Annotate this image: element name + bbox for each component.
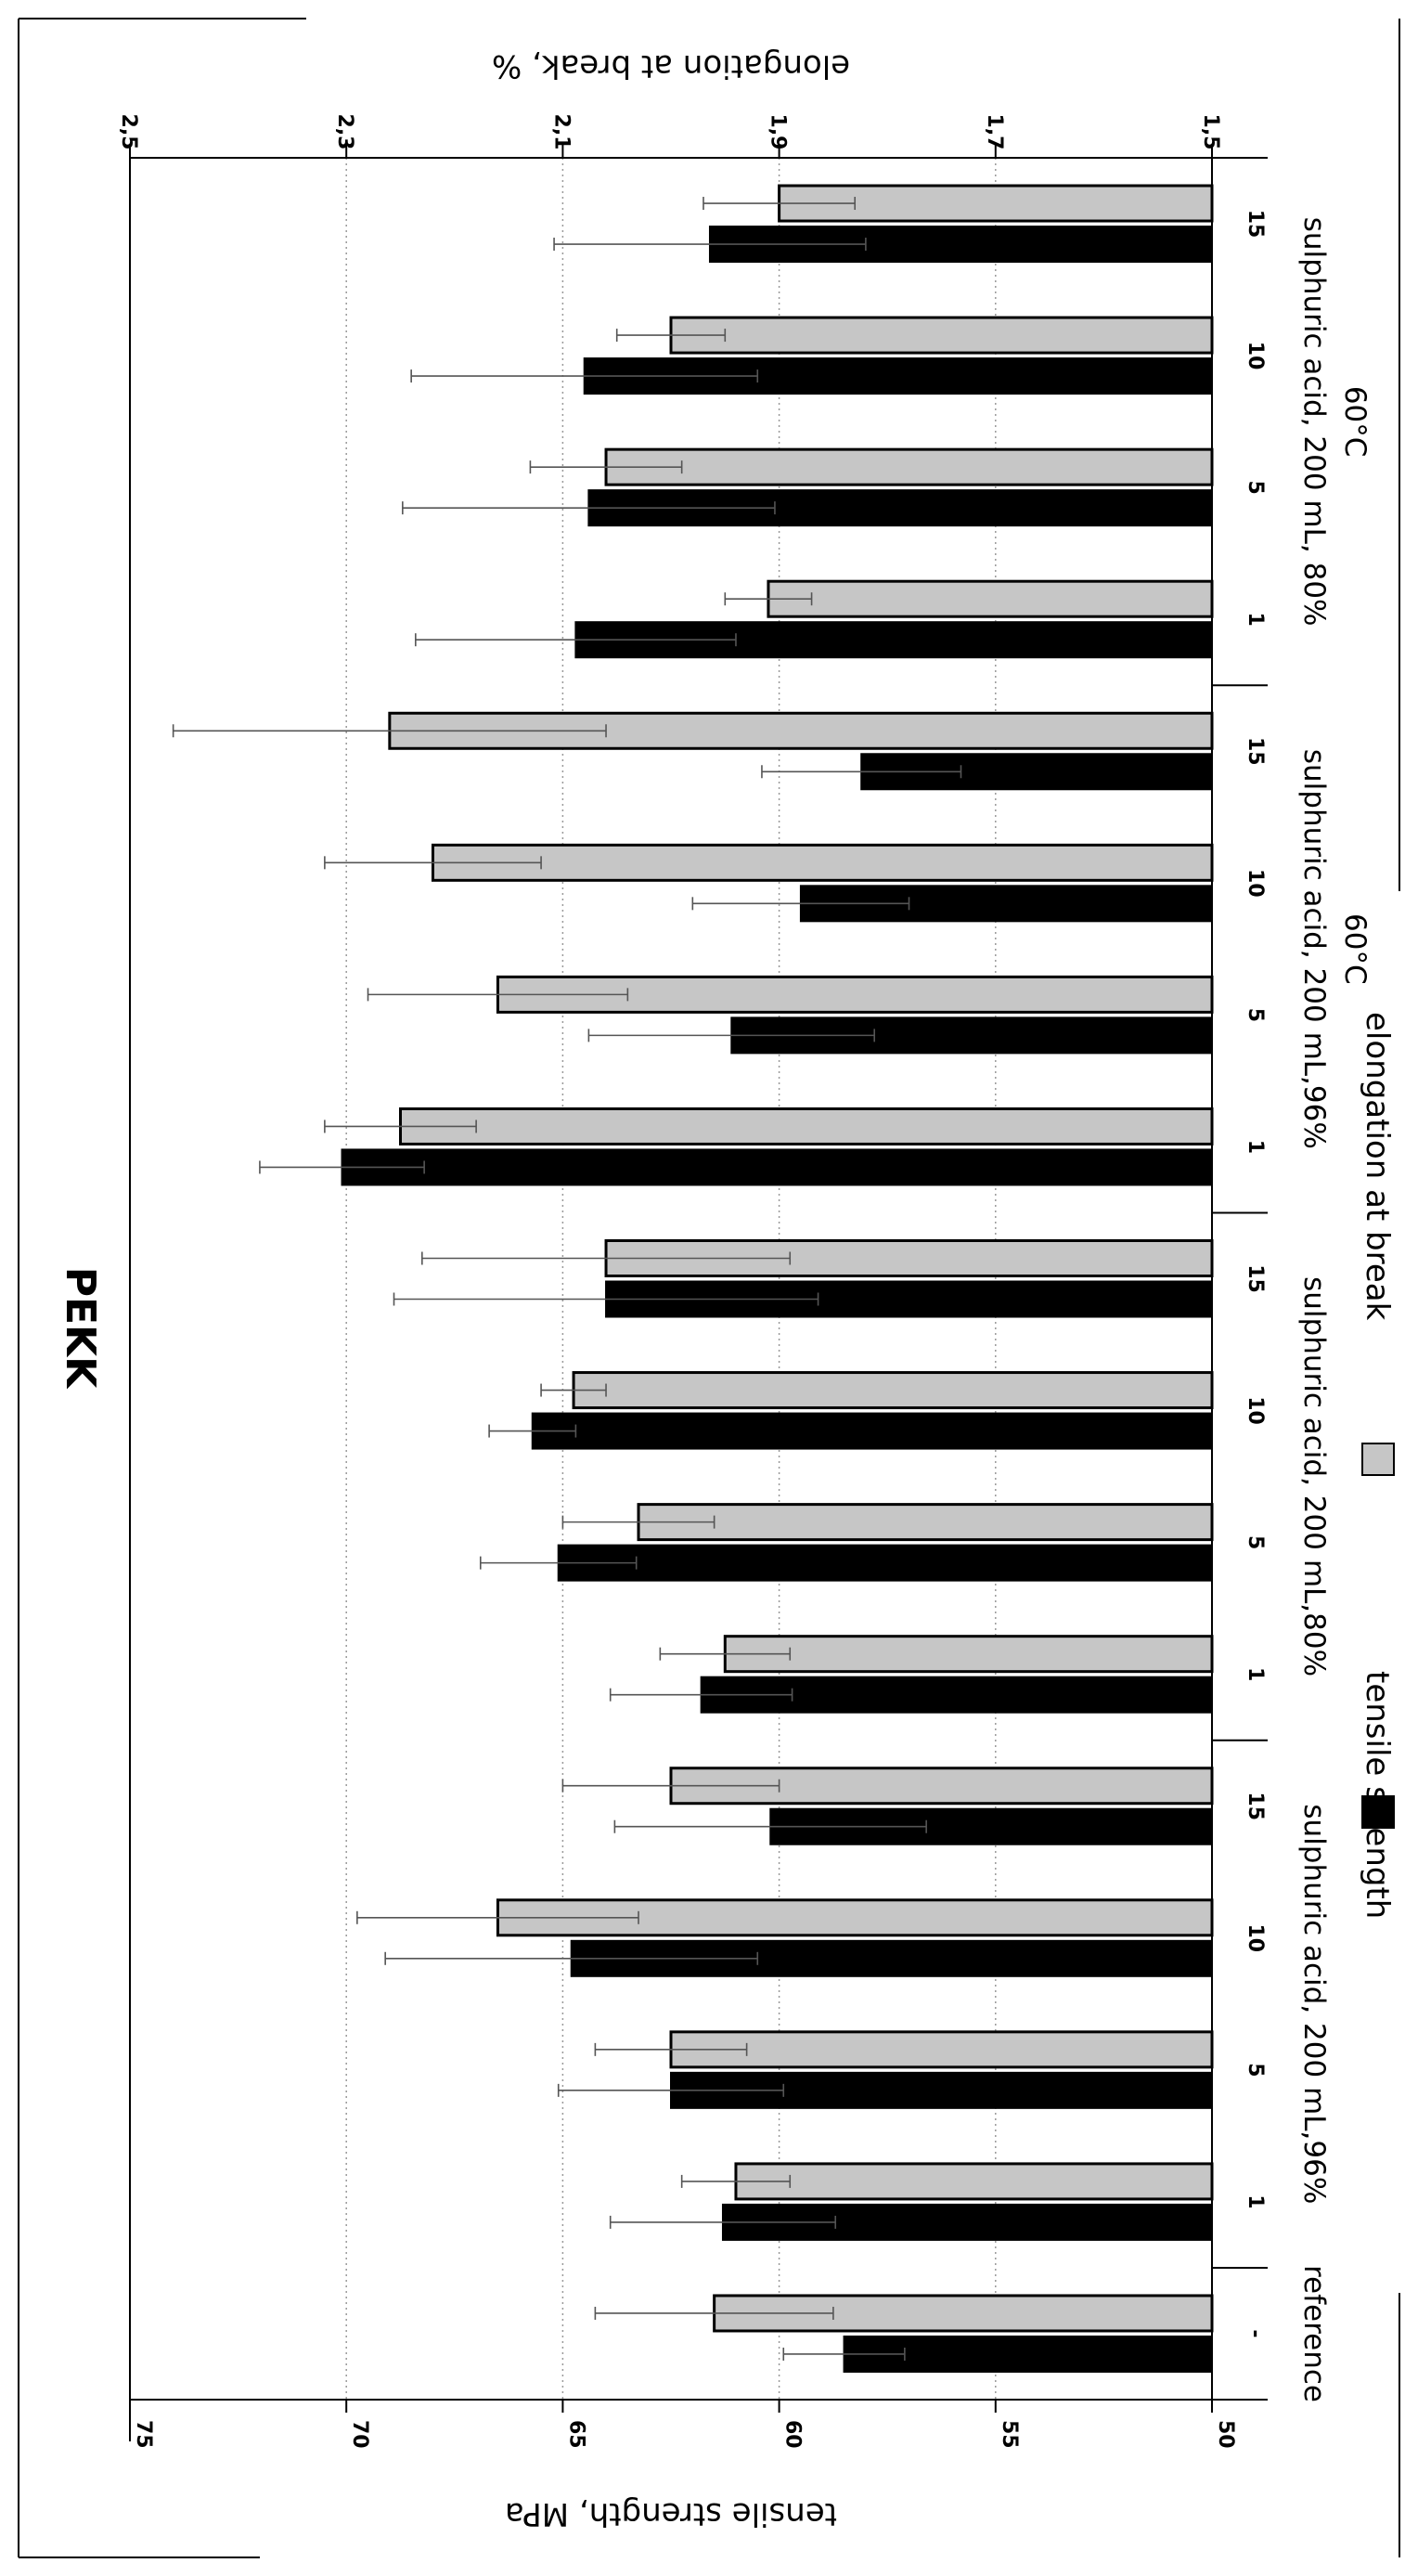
bar-tensile-strength: [769, 1807, 1213, 1845]
bar-elongation-at-break: [723, 1635, 1214, 1674]
group-label: 60°C: [1338, 386, 1372, 458]
category-tick-label: 5: [1244, 1535, 1267, 1549]
category-tick-label: 15: [1244, 210, 1267, 239]
bar-elongation-at-break: [767, 579, 1214, 618]
secondary-tick-label: 1,7: [983, 114, 1006, 150]
gridlines: [345, 158, 997, 2400]
category-tick-label: 5: [1244, 2063, 1267, 2077]
category-tick-label: 10: [1244, 1396, 1267, 1425]
group-label: reference: [1297, 2265, 1331, 2402]
category-labels: -151015151015151015151015referencesulphu…: [1212, 210, 1372, 2402]
secondary-tick-label: 1,9: [767, 114, 790, 150]
primary-tick-label: 65: [564, 2420, 587, 2449]
bar-tensile-strength: [531, 1412, 1213, 1450]
bar-tensile-strength: [341, 1148, 1213, 1186]
category-tick-label: 10: [1244, 342, 1267, 370]
primary-tick-label: 55: [998, 2420, 1021, 2449]
bar-tensile-strength: [557, 1544, 1213, 1582]
bar-elongation-at-break: [669, 2030, 1214, 2069]
group-label: sulphuric acid, 200 mL,80%: [1297, 1276, 1331, 1676]
group-label: sulphuric acid, 200 mL,96%: [1297, 1804, 1331, 2204]
category-tick-label: 5: [1244, 480, 1267, 494]
bar-elongation-at-break: [572, 1371, 1214, 1410]
legend-swatch-elongation-at-break: [1361, 1443, 1395, 1476]
legend-swatch-tensile-strength: [1361, 1795, 1395, 1829]
category-tick-label: 1: [1244, 613, 1267, 627]
primary-tick-label: 50: [1214, 2420, 1237, 2449]
secondary-tick-label: 2,3: [333, 114, 356, 150]
primary-tick-label: 60: [781, 2420, 805, 2449]
category-tick-label: -: [1244, 2329, 1267, 2337]
primary-axis-title: tensile strength, MPa: [505, 2495, 837, 2532]
category-tick-label: 1: [1244, 1667, 1267, 1681]
category-tick-label: 15: [1244, 737, 1267, 766]
group-label: sulphuric acid, 200 mL,96%: [1297, 749, 1331, 1149]
secondary-axis-title: elongation at break, %: [492, 47, 850, 84]
secondary-tick-label: 2,5: [117, 114, 140, 150]
group-label: 60°C: [1338, 913, 1372, 985]
bar-elongation-at-break: [604, 447, 1214, 486]
category-tick-label: 10: [1244, 1923, 1267, 1952]
bars: [172, 184, 1214, 2373]
bar-elongation-at-break: [431, 843, 1214, 882]
category-tick-label: 15: [1244, 1264, 1267, 1293]
bar-elongation-at-break: [669, 316, 1214, 355]
primary-tick-label: 75: [132, 2420, 155, 2449]
page-frame: [18, 18, 1400, 2558]
group-label: sulphuric acid, 200 mL, 80%: [1297, 217, 1331, 627]
primary-tick-label: 70: [348, 2420, 371, 2449]
bar-elongation-at-break: [637, 1503, 1214, 1542]
category-tick-label: 5: [1244, 1008, 1267, 1022]
category-tick-label: 1: [1244, 2194, 1267, 2208]
bar-tensile-strength: [670, 2071, 1213, 2109]
bar-elongation-at-break: [399, 1107, 1214, 1146]
category-tick-label: 15: [1244, 1792, 1267, 1820]
category-tick-label: 1: [1244, 1140, 1267, 1154]
category-tick-label: 10: [1244, 869, 1267, 898]
legend-label-tensile-strength: tensile strength: [1359, 1671, 1396, 1919]
bar-elongation-at-break: [734, 2162, 1214, 2201]
secondary-tick-label: 2,1: [549, 114, 573, 150]
chart-title: PEKK: [57, 1267, 104, 1390]
secondary-tick-label: 1,5: [1199, 114, 1222, 150]
legend-label-elongation-at-break: elongation at break: [1359, 1012, 1396, 1321]
legend: tensile strength elongation at break: [1359, 1012, 1396, 1919]
bar-tensile-strength: [843, 2335, 1213, 2373]
